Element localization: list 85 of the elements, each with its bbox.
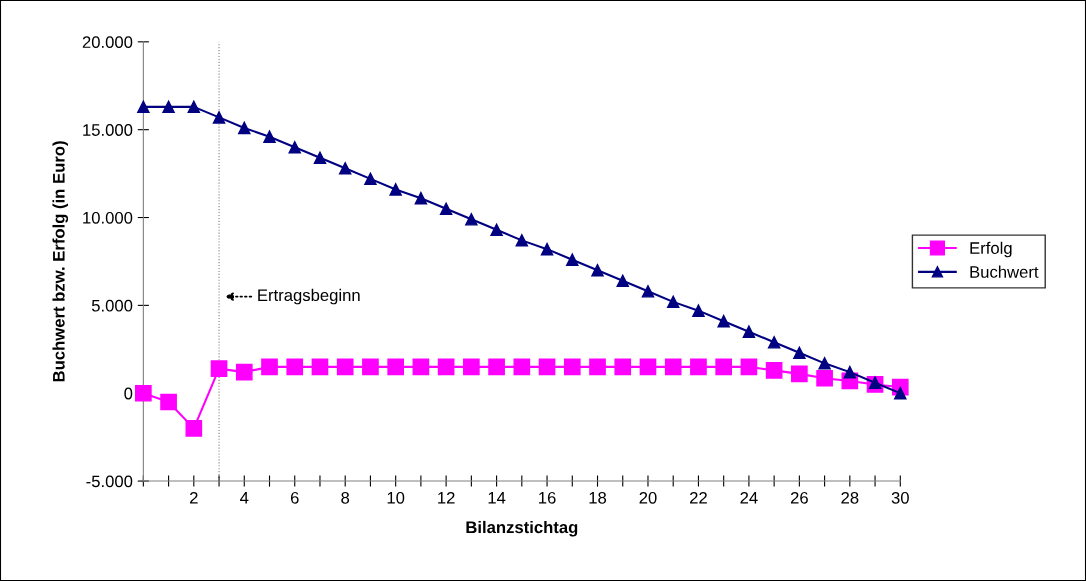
point (135, 384, 152, 402)
point (463, 358, 480, 376)
point (692, 304, 705, 317)
point (185, 420, 203, 437)
point (540, 242, 554, 256)
x-tick-label: 26 (790, 491, 808, 504)
point (690, 358, 707, 376)
y-tick-label: -5.000 (86, 475, 133, 488)
point (313, 151, 327, 165)
x-tick-label: 20 (639, 491, 657, 504)
legend-label: Erfolg (970, 241, 1012, 258)
point (263, 130, 276, 143)
point (740, 358, 758, 376)
point (261, 358, 278, 376)
point (364, 172, 377, 186)
point (311, 358, 329, 376)
point (212, 111, 226, 124)
point (868, 376, 882, 389)
x-tick-label: 8 (341, 491, 350, 504)
x-tick-label: 12 (438, 491, 455, 504)
point (614, 358, 632, 376)
point (387, 358, 405, 376)
x-tick-label: 28 (841, 491, 859, 504)
point (286, 358, 304, 376)
point (538, 358, 556, 376)
x-tick-label: 24 (740, 491, 758, 504)
point (162, 100, 175, 114)
point (639, 358, 657, 376)
point (717, 314, 730, 328)
point (666, 295, 680, 309)
point (816, 369, 833, 387)
x-tick-label: 10 (387, 491, 405, 504)
point (589, 358, 606, 376)
point (235, 363, 253, 381)
point (563, 358, 581, 376)
y-tick-label: 0 (124, 387, 133, 400)
point (715, 358, 733, 376)
y-tick-label: 15.000 (83, 124, 133, 136)
annotation: Ertragsbeginn (258, 288, 360, 305)
point (414, 191, 428, 205)
point (336, 358, 354, 376)
point (362, 358, 379, 376)
point (490, 223, 503, 237)
point (793, 346, 806, 360)
point (160, 393, 177, 411)
x-tick-label: 6 (290, 491, 299, 504)
point (791, 365, 808, 383)
x-tick-label: 30 (891, 491, 909, 504)
y-axis-title: Buchwert bzw. Erfolg (in Euro) (52, 141, 69, 382)
point (641, 285, 655, 298)
point (439, 202, 453, 215)
point (338, 162, 352, 175)
point (488, 358, 505, 376)
point (742, 325, 756, 338)
point (389, 183, 402, 196)
point (187, 100, 201, 114)
x-tick-label: 4 (240, 492, 249, 504)
point (818, 357, 831, 370)
point (137, 100, 150, 114)
y-tick-label: 20.000 (82, 36, 133, 49)
point (238, 121, 251, 135)
point (210, 360, 228, 377)
legend-label: Buchwert (970, 265, 1039, 278)
point (616, 274, 629, 288)
x-tick-label: 16 (539, 491, 556, 504)
point (843, 365, 857, 379)
point (412, 358, 430, 376)
point (591, 263, 604, 277)
x-axis-title: Bilanzstichtag (466, 520, 578, 537)
x-tick-label: 2 (190, 491, 198, 504)
point (767, 336, 781, 349)
point (765, 362, 783, 379)
point (894, 386, 907, 400)
x-tick-label: 14 (488, 492, 506, 504)
point (513, 358, 531, 376)
y-tick-label: 5.000 (91, 299, 133, 312)
x-tick-label: 18 (589, 491, 607, 504)
point (437, 358, 455, 376)
point (566, 253, 579, 266)
point (288, 140, 301, 154)
x-tick-label: 22 (690, 491, 707, 504)
y-tick-label: 10.000 (83, 211, 133, 224)
point (515, 234, 529, 247)
point (664, 358, 682, 376)
point (465, 213, 478, 226)
